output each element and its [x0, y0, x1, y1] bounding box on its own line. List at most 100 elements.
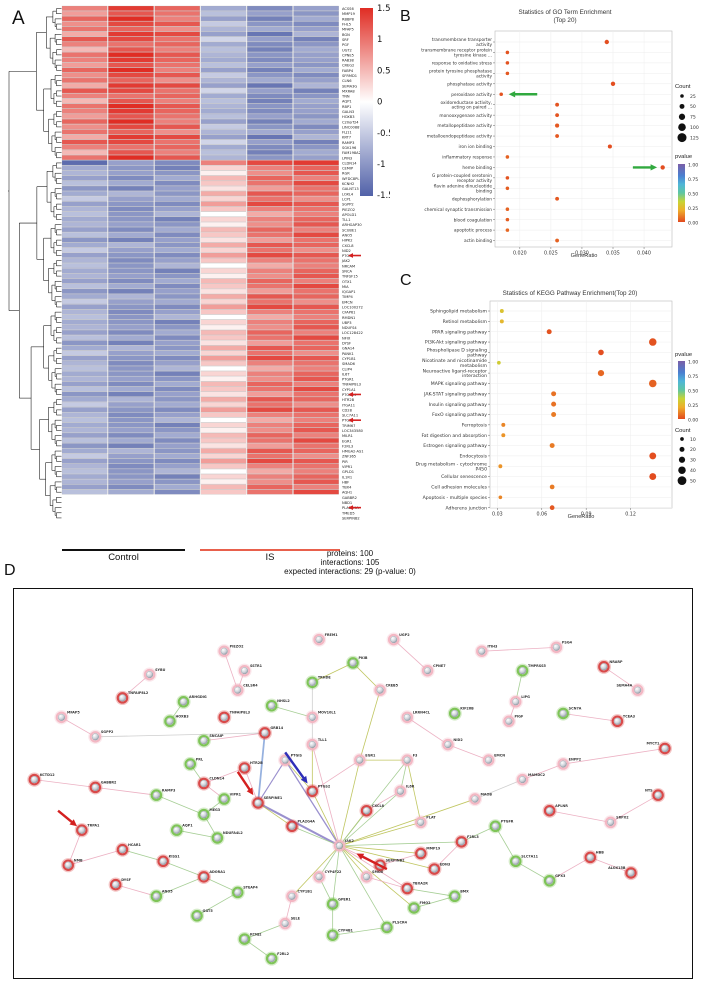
kegg-count-legend-title: Count [675, 428, 691, 434]
svg-text:FoxO signaling pathway: FoxO signaling pathway [432, 412, 487, 418]
svg-text:50: 50 [690, 104, 696, 110]
svg-text:LIPG: LIPG [521, 695, 530, 699]
svg-text:CXCL8: CXCL8 [342, 244, 354, 248]
svg-text:TLL1: TLL1 [318, 738, 328, 742]
svg-text:FREM1: FREM1 [325, 633, 339, 637]
svg-text:PTGIS: PTGIS [291, 753, 303, 757]
svg-text:CXCL8: CXCL8 [372, 804, 385, 808]
svg-text:peroxidase activity: peroxidase activity [451, 92, 492, 98]
svg-text:20: 20 [690, 447, 696, 453]
svg-text:KCNH2: KCNH2 [342, 182, 354, 186]
svg-text:transmembrane receptor protein: transmembrane receptor protein tyrosine k… [421, 48, 492, 59]
svg-text:TMPRSS5: TMPRSS5 [528, 664, 547, 668]
svg-text:STEAP4: STEAP4 [243, 886, 258, 890]
svg-text:APOLD1: APOLD1 [342, 213, 357, 217]
svg-text:oxidoreductase activity,acting: oxidoreductase activity, acting on paired… [441, 100, 493, 111]
svg-text:SERPINE1: SERPINE1 [264, 796, 283, 800]
svg-text:PIEZO2: PIEZO2 [342, 208, 355, 212]
svg-text:DYSF: DYSF [342, 342, 351, 346]
legends: 10 20 30 40 50 1.00 0.75 0.50 0.25 0.00 [677, 360, 698, 485]
svg-text:SGK196: SGK196 [342, 146, 357, 150]
svg-text:TNN: TNN [341, 95, 350, 99]
network-edges [34, 639, 665, 959]
svg-text:PPAR signaling pathway: PPAR signaling pathway [432, 329, 487, 335]
svg-text:OTX1: OTX1 [342, 280, 352, 284]
svg-text:MAMDC2: MAMDC2 [528, 773, 546, 777]
svg-text:0.025: 0.025 [544, 251, 558, 257]
svg-text:CLIP4: CLIP4 [342, 367, 353, 371]
svg-text:SERPINB2: SERPINB2 [386, 858, 406, 862]
svg-text:TIMP4: TIMP4 [341, 295, 354, 299]
svg-text:CYP1A1: CYP1A1 [342, 388, 356, 392]
svg-text:SERPINB2: SERPINB2 [342, 516, 360, 520]
svg-text:CYP1B1: CYP1B1 [342, 357, 356, 361]
svg-text:MAOB: MAOB [481, 792, 493, 796]
svg-text:JAK-STAT signaling pathway: JAK-STAT signaling pathway [423, 391, 487, 397]
svg-text:PI3K-Akt signaling pathway: PI3K-Akt signaling pathway [425, 340, 487, 346]
svg-text:FAM198A2: FAM198A2 [342, 151, 361, 155]
svg-text:0.75: 0.75 [688, 374, 698, 380]
svg-text:0.50: 0.50 [688, 192, 698, 198]
panel-a-label: A [12, 8, 25, 29]
is-group-line [200, 549, 340, 551]
svg-text:MYCT1: MYCT1 [647, 742, 661, 746]
svg-text:VIPR1: VIPR1 [230, 792, 242, 796]
svg-text:ADORA1: ADORA1 [209, 870, 226, 874]
svg-text:KISS1: KISS1 [169, 855, 181, 859]
legends: 25 50 75 100 125 1.00 0.75 0.50 0.25 0.00 [677, 94, 699, 227]
svg-text:WFDC8PL: WFDC8PL [342, 177, 359, 181]
svg-text:CYP4F22: CYP4F22 [325, 870, 342, 874]
svg-text:PLA2G4A: PLA2G4A [297, 819, 315, 823]
svg-text:VIPR1: VIPR1 [342, 465, 352, 469]
svg-text:PSG4: PSG4 [562, 641, 573, 645]
svg-text:NMB: NMB [74, 858, 83, 862]
dots [499, 39, 665, 243]
svg-text:LPIN3: LPIN3 [342, 156, 352, 160]
svg-text:ITIH3: ITIH3 [487, 644, 498, 648]
svg-text:SNCA: SNCA [342, 269, 352, 273]
heatmap-red-arrows [348, 253, 361, 511]
svg-text:PIR: PIR [342, 460, 348, 464]
network-nodes: JAK2 PTGS2 SERPINE1 CXCL8 IL6R PLAT SERPINB2 MM… [27, 632, 672, 966]
svg-text:NID2: NID2 [453, 738, 463, 742]
network-box: JAK2 PTGS2 SERPINE1 CXCL8 IL6R PLAT SERPINB2 MM… [13, 588, 693, 979]
svg-text:GALN3: GALN3 [342, 110, 354, 114]
svg-text:TNFAIP8L3: TNFAIP8L3 [341, 383, 361, 387]
svg-text:SGPP2: SGPP2 [101, 730, 114, 734]
svg-text:UBP3: UBP3 [342, 321, 352, 325]
svg-text:Ferroptosis: Ferroptosis [462, 422, 488, 428]
svg-text:1.00: 1.00 [688, 163, 698, 169]
svg-text:0.75: 0.75 [688, 177, 698, 183]
svg-text:SELE: SELE [291, 917, 301, 921]
svg-text:SYBU: SYBU [155, 668, 165, 672]
svg-text:apoptotic process: apoptotic process [454, 228, 493, 234]
svg-text:ACSS6: ACSS6 [342, 7, 354, 11]
svg-text:MAPK signaling pathway: MAPK signaling pathway [431, 381, 488, 387]
svg-text:Fat digestion and absorption: Fat digestion and absorption [421, 433, 487, 439]
network-stats-title: proteins: 100 interactions: 105 expected… [150, 549, 550, 576]
svg-text:response to oxidative stress: response to oxidative stress [432, 61, 493, 67]
svg-text:NTS: NTS [645, 788, 653, 792]
svg-text:MFAP5: MFAP5 [342, 28, 354, 32]
svg-text:NRARP: NRARP [609, 660, 623, 664]
svg-text:metalloendopeptidase activity: metalloendopeptidase activity [427, 134, 493, 140]
svg-text:Cell adhesion molecules: Cell adhesion molecules [431, 485, 487, 491]
svg-text:SSTR1: SSTR1 [250, 664, 263, 668]
svg-text:UGP2: UGP2 [399, 633, 410, 637]
svg-text:0.030: 0.030 [575, 251, 589, 257]
svg-text:Insulin signaling pathway: Insulin signaling pathway [429, 402, 488, 408]
svg-text:1.00: 1.00 [688, 360, 698, 366]
network-expected-line: expected interactions: 29 (p-value: 0) [284, 567, 416, 576]
ppi-network: JAK2 PTGS2 SERPINE1 CXCL8 IL6R PLAT SERPINB2 MM… [27, 632, 672, 966]
svg-text:NBD1: NBD1 [342, 501, 352, 505]
svg-text:PLAT: PLAT [426, 816, 436, 820]
svg-text:FABP4: FABP4 [342, 69, 354, 73]
svg-text:ZNF365: ZNF365 [342, 455, 356, 459]
panel-d-label: D [4, 562, 16, 579]
svg-text:HOXB3: HOXB3 [175, 714, 189, 718]
svg-text:ITGA11: ITGA11 [342, 403, 355, 407]
svg-text:KCTD12: KCTD12 [40, 773, 55, 777]
